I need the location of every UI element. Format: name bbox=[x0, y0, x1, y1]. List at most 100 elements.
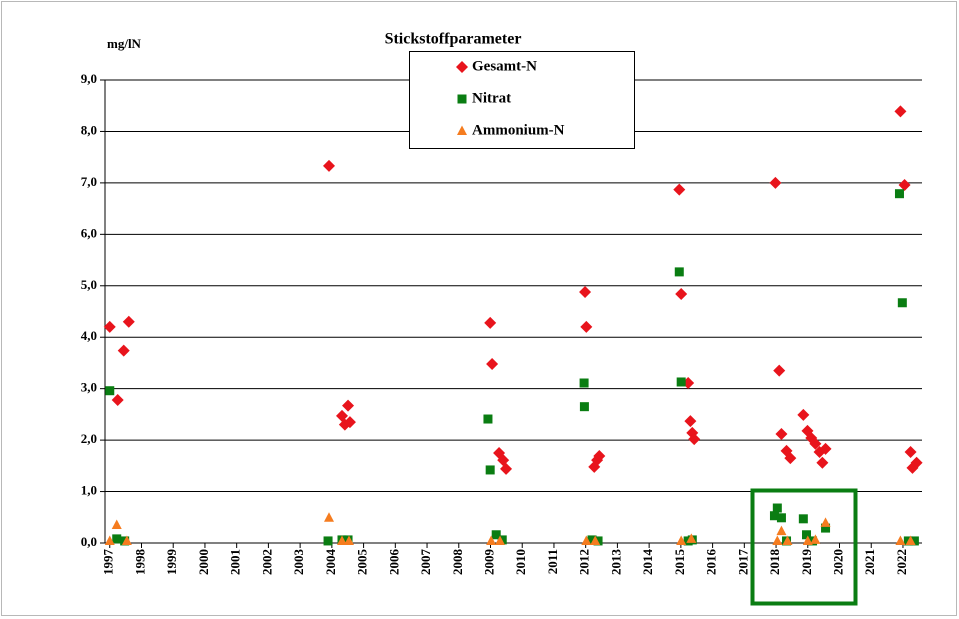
data-point bbox=[104, 535, 115, 545]
data-point bbox=[819, 442, 832, 455]
y-tick-label: 1,0 bbox=[81, 483, 97, 498]
data-point bbox=[337, 535, 348, 545]
x-tick-label: 2007 bbox=[418, 549, 433, 576]
legend-marker bbox=[457, 125, 467, 135]
x-tick-label: 2000 bbox=[196, 549, 211, 575]
data-point bbox=[772, 535, 783, 545]
data-point bbox=[323, 536, 333, 546]
data-point bbox=[782, 535, 793, 545]
data-point bbox=[784, 452, 797, 465]
x-tick-label: 2005 bbox=[355, 549, 370, 576]
data-point bbox=[593, 450, 606, 463]
data-point bbox=[895, 535, 906, 545]
data-point bbox=[769, 176, 782, 189]
data-point bbox=[121, 535, 132, 545]
x-tick-label: 2006 bbox=[386, 549, 401, 576]
legend-marker bbox=[457, 94, 467, 104]
data-point bbox=[579, 285, 592, 298]
x-tick-label: 2002 bbox=[259, 549, 274, 575]
legend-box bbox=[409, 51, 635, 149]
data-point bbox=[676, 377, 686, 387]
data-point bbox=[675, 288, 688, 301]
data-point bbox=[894, 105, 907, 118]
data-point bbox=[111, 519, 122, 529]
y-tick-label: 3,0 bbox=[81, 380, 97, 395]
data-point bbox=[674, 267, 684, 277]
chart-title: Stickstoffparameter bbox=[385, 31, 522, 48]
data-point bbox=[579, 378, 589, 388]
data-point bbox=[775, 427, 788, 440]
y-tick-label: 0,0 bbox=[81, 534, 97, 549]
data-point bbox=[904, 445, 917, 458]
data-point bbox=[587, 535, 597, 545]
data-point bbox=[802, 530, 812, 540]
data-point bbox=[820, 517, 831, 527]
data-point bbox=[484, 316, 497, 329]
x-tick-label: 2008 bbox=[450, 549, 465, 576]
x-tick-label: 2018 bbox=[767, 549, 782, 576]
data-point bbox=[590, 535, 601, 545]
data-point bbox=[802, 535, 813, 545]
data-point bbox=[491, 530, 501, 540]
data-point bbox=[579, 402, 589, 412]
y-tick-label: 8,0 bbox=[81, 122, 97, 137]
y-tick-label: 9,0 bbox=[81, 71, 97, 86]
data-point bbox=[676, 535, 687, 545]
x-tick-label: 2021 bbox=[862, 549, 877, 575]
x-tick-label: 2019 bbox=[799, 549, 814, 576]
data-point bbox=[894, 189, 904, 199]
data-point bbox=[897, 298, 907, 308]
x-tick-label: 1999 bbox=[164, 549, 179, 576]
data-point bbox=[809, 437, 822, 450]
data-point bbox=[483, 414, 493, 424]
data-point bbox=[773, 364, 786, 377]
x-tick-label: 2015 bbox=[672, 549, 687, 576]
data-point bbox=[343, 535, 354, 545]
data-point bbox=[816, 456, 829, 469]
x-tick-label: 2003 bbox=[291, 549, 306, 576]
data-point bbox=[117, 344, 130, 357]
data-point bbox=[688, 433, 701, 446]
data-point bbox=[909, 536, 919, 546]
data-point bbox=[105, 386, 115, 396]
x-tick-label: 2013 bbox=[608, 549, 623, 576]
legend-label: Nitrat bbox=[472, 90, 511, 106]
highlight-box bbox=[750, 488, 858, 606]
x-tick-label: 2022 bbox=[894, 549, 909, 575]
legend-marker bbox=[456, 61, 468, 73]
x-tick-label: 2001 bbox=[228, 549, 243, 575]
y-tick-label: 6,0 bbox=[81, 225, 97, 240]
data-point bbox=[486, 535, 497, 545]
x-tick-label: 2010 bbox=[513, 549, 528, 575]
data-point bbox=[776, 513, 786, 523]
y-tick-label: 7,0 bbox=[81, 174, 97, 189]
data-point bbox=[342, 399, 355, 412]
data-point bbox=[485, 465, 495, 475]
data-point bbox=[324, 512, 335, 522]
y-tick-label: 2,0 bbox=[81, 431, 97, 446]
x-tick-label: 1998 bbox=[132, 549, 147, 576]
data-point bbox=[343, 416, 356, 429]
data-point bbox=[910, 456, 923, 469]
x-tick-label: 2020 bbox=[830, 549, 845, 575]
x-tick-label: 2014 bbox=[640, 549, 655, 576]
legend: Gesamt-N Nitrat Ammonium-N bbox=[456, 58, 565, 138]
data-point bbox=[323, 159, 336, 172]
x-tick-label: 2012 bbox=[577, 549, 592, 575]
data-point bbox=[769, 511, 779, 521]
x-tick-label: 2016 bbox=[704, 549, 719, 576]
x-tick-label: 2009 bbox=[481, 549, 496, 576]
data-point bbox=[686, 533, 697, 543]
data-point bbox=[905, 535, 916, 545]
data-point bbox=[103, 320, 116, 333]
x-tick-label: 2017 bbox=[735, 549, 750, 576]
legend-label: Ammonium-N bbox=[472, 122, 565, 138]
data-point bbox=[810, 534, 821, 544]
data-point bbox=[122, 315, 135, 328]
data-point bbox=[111, 393, 124, 406]
y-axis-label: mg/lN bbox=[107, 36, 142, 51]
x-tick-label: 1997 bbox=[101, 549, 116, 576]
data-point bbox=[673, 183, 686, 196]
data-point bbox=[772, 503, 782, 513]
